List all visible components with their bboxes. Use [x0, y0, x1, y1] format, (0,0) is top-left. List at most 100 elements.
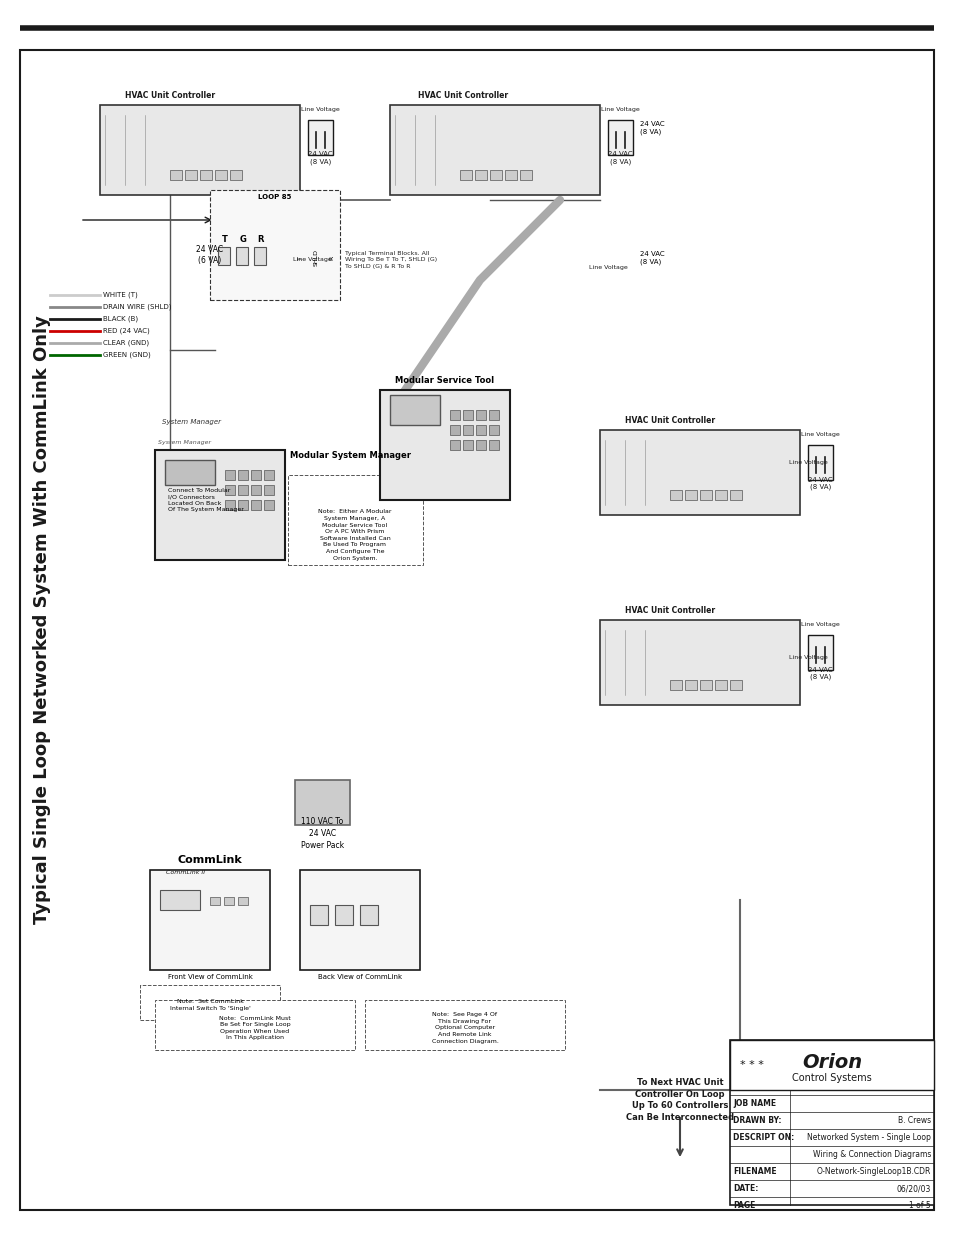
Bar — [684, 680, 697, 690]
Bar — [450, 425, 459, 435]
Bar — [264, 471, 274, 480]
Bar — [390, 105, 599, 195]
Text: Line Voltage: Line Voltage — [801, 622, 839, 627]
Text: Networked System - Single Loop: Networked System - Single Loop — [806, 1132, 930, 1142]
Bar — [700, 490, 711, 500]
Text: R: R — [329, 256, 335, 261]
Text: 24 VAC
(8 VA): 24 VAC (8 VA) — [608, 152, 632, 165]
Text: To Next HVAC Unit
Controller On Loop
Up To 60 Controllers
Can Be Interconnected: To Next HVAC Unit Controller On Loop Up … — [625, 1078, 733, 1123]
Bar — [150, 869, 270, 969]
Text: 24 VAC
(8 VA): 24 VAC (8 VA) — [639, 251, 664, 266]
Bar — [476, 440, 485, 450]
Text: HVAC Unit Controller: HVAC Unit Controller — [624, 606, 715, 615]
Bar — [200, 170, 212, 180]
Bar — [379, 390, 510, 500]
Text: Line Voltage: Line Voltage — [801, 432, 839, 437]
Bar — [210, 897, 220, 905]
Bar — [251, 500, 261, 510]
Text: R: R — [257, 236, 264, 245]
Text: Control Systems: Control Systems — [791, 1073, 871, 1083]
Text: Line Voltage: Line Voltage — [600, 107, 639, 112]
Text: JOB NAME: JOB NAME — [732, 1099, 776, 1108]
Text: 24 VAC
(8 VA): 24 VAC (8 VA) — [639, 121, 664, 135]
Bar — [807, 445, 832, 480]
Bar — [390, 395, 439, 425]
Text: Modular Service Tool: Modular Service Tool — [395, 375, 494, 385]
Bar — [237, 471, 248, 480]
Bar — [154, 1000, 355, 1050]
Text: System Manager: System Manager — [158, 440, 212, 445]
Bar — [462, 425, 473, 435]
Bar — [714, 490, 726, 500]
Text: B. Crews: B. Crews — [897, 1116, 930, 1125]
Text: 1 of 5: 1 of 5 — [908, 1200, 930, 1210]
Text: FILENAME: FILENAME — [732, 1167, 776, 1176]
Bar — [475, 170, 486, 180]
Bar — [264, 485, 274, 495]
Bar — [224, 897, 233, 905]
Text: RED (24 VAC): RED (24 VAC) — [103, 327, 150, 335]
Text: CLEAR (GND): CLEAR (GND) — [103, 340, 149, 346]
Bar — [700, 680, 711, 690]
Bar — [504, 170, 517, 180]
Bar — [807, 635, 832, 671]
Text: DESCRIPT ON:: DESCRIPT ON: — [732, 1132, 794, 1142]
Text: DATE:: DATE: — [732, 1184, 758, 1193]
Text: CommLink: CommLink — [177, 855, 242, 864]
Text: Line Voltage: Line Voltage — [301, 107, 339, 112]
Text: 24 VAC
(8 VA): 24 VAC (8 VA) — [807, 667, 832, 680]
Bar — [729, 1040, 933, 1205]
Bar — [165, 459, 214, 485]
Text: G: G — [239, 236, 246, 245]
Text: HVAC Unit Controller: HVAC Unit Controller — [125, 91, 214, 100]
Bar — [599, 430, 800, 515]
Text: WHITE (T): WHITE (T) — [103, 291, 137, 298]
Bar — [140, 986, 280, 1020]
Text: Note:  See Page 4 Of
This Drawing For
Optional Computer
And Remote Link
Connecti: Note: See Page 4 Of This Drawing For Opt… — [431, 1013, 497, 1044]
Bar — [684, 490, 697, 500]
Bar — [476, 410, 485, 420]
Bar — [359, 905, 377, 925]
Bar — [235, 247, 248, 266]
Text: Line Voltage: Line Voltage — [788, 655, 826, 659]
Text: T: T — [222, 236, 228, 245]
Bar — [714, 680, 726, 690]
Bar — [462, 440, 473, 450]
Bar — [237, 485, 248, 495]
Bar — [251, 485, 261, 495]
Bar — [489, 425, 498, 435]
Text: T: T — [297, 256, 302, 259]
Text: Front View of CommLink: Front View of CommLink — [168, 974, 253, 981]
Text: Wiring & Connection Diagrams: Wiring & Connection Diagrams — [812, 1150, 930, 1158]
Bar — [299, 869, 419, 969]
Bar — [450, 440, 459, 450]
Bar — [170, 170, 182, 180]
Text: Line Voltage: Line Voltage — [788, 459, 826, 466]
Text: 110 VAC To
24 VAC
Power Pack: 110 VAC To 24 VAC Power Pack — [300, 818, 344, 850]
Bar — [251, 471, 261, 480]
Text: BLACK (B): BLACK (B) — [103, 316, 138, 322]
Bar — [729, 680, 741, 690]
Text: HVAC Unit Controller: HVAC Unit Controller — [418, 91, 508, 100]
Bar — [100, 105, 299, 195]
Bar — [154, 450, 285, 559]
Bar — [489, 410, 498, 420]
Text: SHLD: SHLD — [314, 249, 318, 267]
Text: Orion: Orion — [801, 1052, 862, 1072]
Bar — [607, 120, 633, 156]
Bar — [218, 247, 230, 266]
Bar — [185, 170, 196, 180]
Bar — [462, 410, 473, 420]
Bar — [288, 475, 422, 564]
Text: * * *: * * * — [740, 1060, 763, 1070]
Bar — [210, 190, 339, 300]
Bar — [669, 680, 681, 690]
Text: O-Network-SingleLoop1B.CDR: O-Network-SingleLoop1B.CDR — [816, 1167, 930, 1176]
Bar — [308, 120, 333, 156]
Bar — [214, 170, 227, 180]
Bar — [160, 890, 200, 910]
Bar — [225, 500, 234, 510]
Bar — [365, 1000, 564, 1050]
Text: Connect To Modular
I/O Connectors
Located On Back
Of The System Manager: Connect To Modular I/O Connectors Locate… — [168, 488, 244, 513]
Text: Note:  CommLink Must
Be Set For Single Loop
Operation When Used
In This Applicat: Note: CommLink Must Be Set For Single Lo… — [219, 1015, 291, 1040]
